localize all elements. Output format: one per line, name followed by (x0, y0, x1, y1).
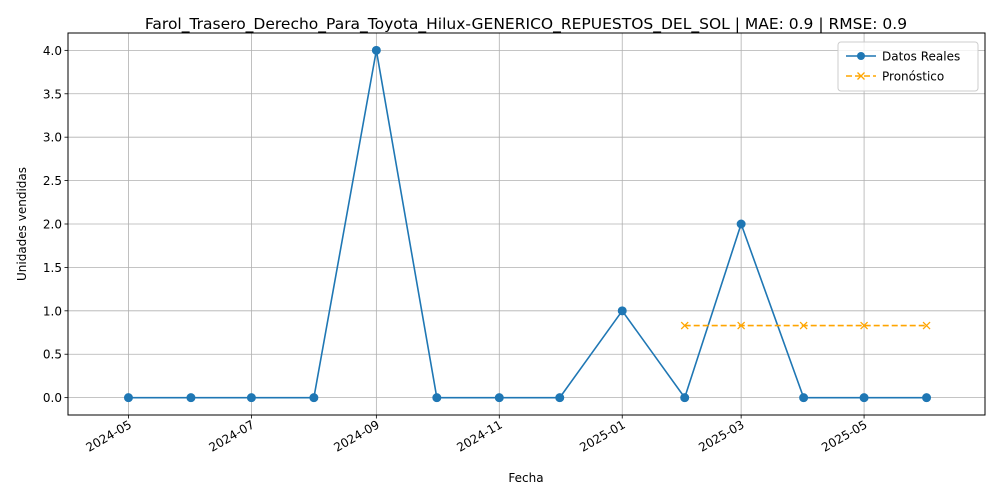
y-tick-label: 2.5 (43, 174, 62, 188)
legend-label: Datos Reales (882, 50, 960, 64)
y-tick-label: 3.0 (43, 131, 62, 145)
legend: Datos Reales Pronóstico (837, 41, 979, 92)
legend-box (837, 41, 979, 92)
forecast-point (737, 321, 746, 330)
forecast-point (680, 321, 689, 330)
y-tick-label: 4.0 (43, 44, 62, 58)
chart-title: Farol_Trasero_Derecho_Para_Toyota_Hilux-… (145, 15, 907, 34)
data-point (859, 393, 869, 403)
forecast-point (922, 321, 931, 330)
y-axis: 0.0 0.5 1.0 1.5 2.0 2.5 3.0 3.5 4.0 (43, 44, 68, 405)
series-line (128, 50, 927, 400)
data-point (617, 306, 627, 316)
data-point (186, 393, 196, 403)
data-point (432, 393, 442, 403)
data-point (246, 393, 256, 403)
x-axis-label: Fecha (508, 471, 543, 485)
y-tick-label: 0.5 (43, 348, 62, 362)
forecast-point (799, 321, 808, 330)
y-tick-label: 2.0 (43, 218, 62, 232)
y-tick-label: 3.5 (43, 87, 62, 101)
data-point (309, 393, 319, 403)
y-tick-label: 1.0 (43, 304, 62, 318)
data-point (123, 393, 133, 403)
data-point (736, 219, 746, 229)
data-point (371, 45, 381, 55)
data-point (799, 393, 809, 403)
data-point (922, 393, 932, 403)
y-tick-label: 1.5 (43, 261, 62, 275)
forecast-point (860, 321, 869, 330)
y-axis-label: Unidades vendidas (15, 167, 29, 281)
data-point (494, 393, 504, 403)
data-point (680, 393, 690, 403)
legend-marker (857, 52, 865, 60)
y-tick-label: 0.0 (43, 391, 62, 405)
legend-marker (857, 72, 865, 80)
series-layer (123, 45, 932, 403)
data-point (555, 393, 565, 403)
legend-label: Pronóstico (882, 70, 944, 84)
